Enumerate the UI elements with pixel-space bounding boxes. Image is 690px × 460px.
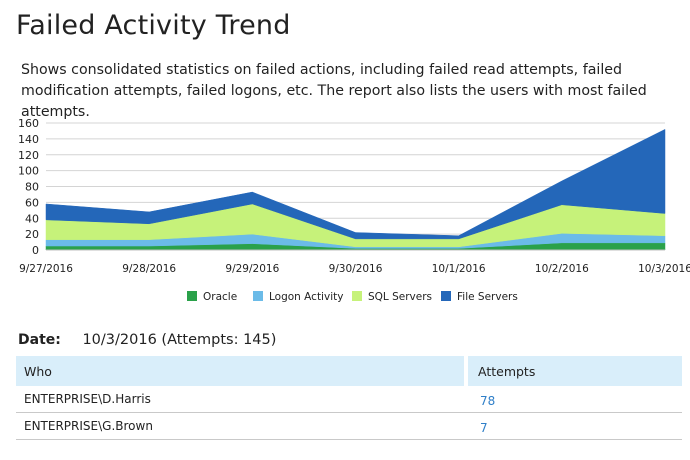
user-name: ENTERPRISE\D.Harris [16, 386, 468, 413]
y-tick-label: 40 [25, 212, 39, 225]
page-title: Failed Activity Trend [16, 10, 291, 41]
column-header-who[interactable]: Who [16, 356, 468, 386]
y-tick-label: 60 [25, 196, 39, 209]
legend-swatch [441, 291, 451, 301]
user-name: ENTERPRISE\G.Brown [16, 413, 468, 440]
date-value: 10/3/2016 (Attempts: 145) [82, 332, 277, 348]
attempts-link[interactable]: 7 [468, 413, 682, 440]
legend-swatch [352, 291, 362, 301]
x-tick-label: 10/1/2016 [432, 263, 486, 275]
area-series-file-servers [45, 128, 666, 240]
x-tick-label: 9/30/2016 [329, 263, 383, 275]
legend-label: Logon Activity [269, 291, 343, 303]
legend-label: Oracle [203, 291, 237, 303]
report-description: Shows consolidated statistics on failed … [21, 62, 647, 120]
legend-label: File Servers [457, 291, 518, 303]
y-tick-label: 100 [18, 165, 39, 178]
legend-swatch [253, 291, 263, 301]
selected-date-row: Date: 10/3/2016 (Attempts: 145) [18, 332, 276, 348]
y-tick-label: 140 [18, 133, 39, 146]
y-tick-label: 0 [32, 244, 39, 257]
x-tick-label: 9/27/2016 [19, 263, 73, 275]
users-attempts-table: Who Attempts ENTERPRISE\D.Harris 78 ENTE… [16, 356, 682, 440]
y-tick-label: 160 [18, 117, 39, 130]
x-tick-label: 10/3/2016 [638, 263, 690, 275]
x-tick-label: 10/2/2016 [535, 263, 589, 275]
date-label: Date: [18, 332, 61, 348]
table-header-row: Who Attempts [16, 356, 682, 386]
legend-swatch [187, 291, 197, 301]
x-tick-label: 9/29/2016 [225, 263, 279, 275]
legend-label: SQL Servers [368, 291, 432, 303]
attempts-link[interactable]: 78 [468, 386, 682, 413]
y-tick-label: 80 [25, 181, 39, 194]
table-row: ENTERPRISE\G.Brown 7 [16, 413, 682, 440]
column-header-attempts[interactable]: Attempts [468, 356, 682, 386]
failed-activity-chart: 0 20 40 60 80 100 120 140 160 9/27/2016 9/28/2016 9… [18, 117, 690, 303]
table-row: ENTERPRISE\D.Harris 78 [16, 386, 682, 413]
x-tick-label: 9/28/2016 [122, 263, 176, 275]
y-tick-label: 20 [25, 228, 39, 241]
y-tick-label: 120 [18, 149, 39, 162]
